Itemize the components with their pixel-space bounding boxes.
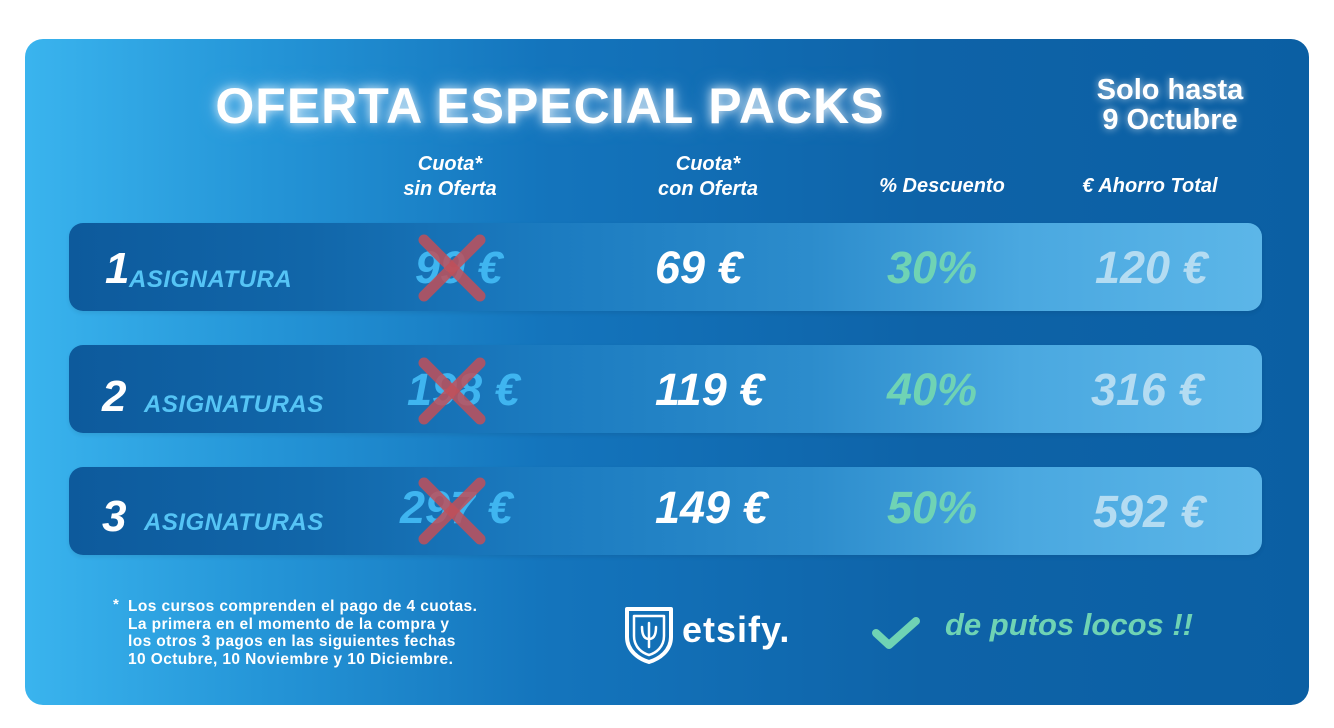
discount-percent: 40% xyxy=(887,364,978,415)
strike-x-icon xyxy=(418,357,486,425)
footnote-line: Los cursos comprenden el pago de 4 cuota… xyxy=(128,598,478,615)
pack-row-label: ASIGNATURA xyxy=(129,266,293,293)
column-header-with-offer-line-1: Cuota* xyxy=(675,153,741,175)
footnote: * Los cursos comprenden el pago de 4 cuo… xyxy=(113,596,478,668)
discount-percent: 30% xyxy=(887,242,978,293)
column-header-with-offer-line-2: con Oferta xyxy=(657,178,759,200)
footnote-line: los otros 3 pagos en las siguientes fech… xyxy=(128,633,456,650)
deadline-line-2: 9 Octubre xyxy=(1102,104,1238,136)
offer-price: 119 € xyxy=(655,364,765,415)
slogan-text: de putos locos !! xyxy=(945,607,1193,642)
column-header-without-offer: Cuota* sin Oferta xyxy=(360,152,540,202)
deadline-badge: Solo hasta 9 Octubre xyxy=(1050,75,1290,135)
pack-row-label: ASIGNATURAS xyxy=(144,509,324,536)
pack-row-1: 1 ASIGNATURA 99 € 69 € 30% 120 € xyxy=(69,223,1262,311)
offer-price: 69 € xyxy=(655,242,743,293)
pack-row-number: 2 xyxy=(102,372,127,421)
pack-row-number: 1 xyxy=(105,244,130,293)
footnote-line: La primera en el momento de la compra y xyxy=(128,615,450,633)
brand-name: etsify. xyxy=(682,609,791,650)
pack-row-label: ASIGNATURAS xyxy=(144,391,324,418)
column-header-discount: % Descuento xyxy=(879,175,1005,197)
footnote-asterisk: * xyxy=(113,596,120,613)
total-savings: 592 € xyxy=(1093,486,1206,537)
offer-card: OFERTA ESPECIAL PACKS Solo hasta 9 Octub… xyxy=(25,39,1309,705)
column-header-without-offer-line-2: sin Oferta xyxy=(403,178,497,200)
column-header-with-offer: Cuota* con Oferta xyxy=(618,152,798,202)
pack-row-number: 3 xyxy=(102,492,127,541)
offer-price: 149 € xyxy=(655,482,768,533)
pack-row-2: 2 ASIGNATURAS 198 € 119 € 40% 316 € xyxy=(69,345,1262,433)
column-header-without-offer-line-1: Cuota* xyxy=(417,153,483,175)
total-savings: 120 € xyxy=(1095,242,1208,293)
strike-x-icon xyxy=(418,234,486,302)
pack-row-3: 3 ASIGNATURAS 297 € 149 € 50% 592 € xyxy=(69,467,1262,555)
column-header-total-savings: € Ahorro Total xyxy=(1082,175,1218,197)
strike-x-icon xyxy=(418,477,486,545)
footnote-line: 10 Octubre, 10 Noviembre y 10 Diciembre. xyxy=(128,650,454,668)
checkmark-icon xyxy=(872,617,920,649)
discount-percent: 50% xyxy=(887,482,978,533)
total-savings: 316 € xyxy=(1091,364,1204,415)
shield-icon xyxy=(625,607,673,664)
deadline-line-1: Solo hasta xyxy=(1096,74,1244,106)
page-title: OFERTA ESPECIAL PACKS xyxy=(215,78,885,134)
